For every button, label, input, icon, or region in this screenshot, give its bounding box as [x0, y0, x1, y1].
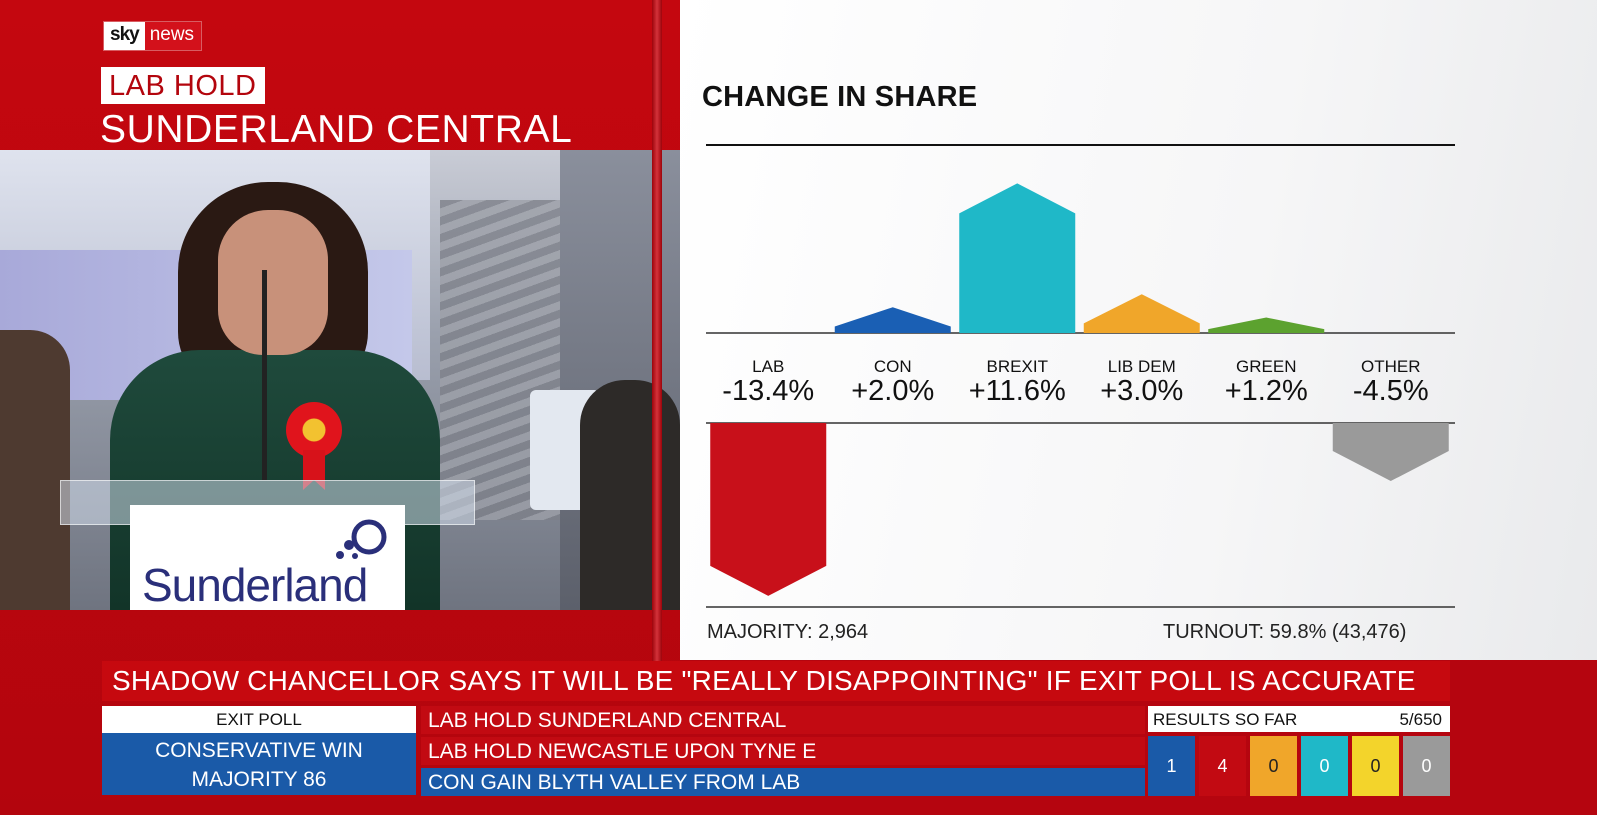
results-so-far-count: 5/650: [1399, 710, 1442, 729]
value-label-lib-dem: +3.0%: [1100, 375, 1183, 407]
category-label-other: OTHER: [1361, 357, 1421, 376]
category-label-lab: LAB: [752, 357, 784, 376]
result-row: LAB HOLD NEWCASTLE UPON TYNE E: [421, 737, 1145, 765]
bar-lib-dem: [1083, 294, 1200, 333]
seat-tile-lab: 4: [1199, 736, 1246, 796]
rosette-icon: [286, 402, 342, 458]
exit-poll-line-2: MAJORITY 86: [191, 768, 327, 791]
result-row: LAB HOLD SUNDERLAND CENTRAL: [421, 706, 1145, 734]
bystander-right: [580, 380, 680, 610]
value-label-lab: -13.4%: [722, 375, 814, 407]
seat-tile-brexit: 0: [1301, 736, 1348, 796]
result-badge: LAB HOLD: [101, 67, 266, 104]
constituency-title: SUNDERLAND CENTRAL: [100, 108, 573, 151]
latest-results-list: LAB HOLD SUNDERLAND CENTRAL LAB HOLD NEW…: [421, 706, 1145, 798]
exit-poll-result: CONSERVATIVE WIN MAJORITY 86: [102, 733, 416, 795]
category-label-lib-dem: LIB DEM: [1108, 357, 1176, 376]
category-label-brexit: BREXIT: [987, 357, 1048, 376]
value-label-green: +1.2%: [1225, 375, 1308, 407]
seat-tile-other: 0: [1403, 736, 1450, 796]
change-in-share-chart: LAB-13.4% CON+2.0% BREXIT+11.6% LIB DEM+3.0…: [706, 144, 1455, 608]
bar-con: [834, 307, 951, 333]
exit-poll-line-1: CONSERVATIVE WIN: [155, 739, 363, 762]
panel-divider: [652, 0, 662, 670]
bystander-left: [0, 330, 70, 610]
bar-other: [1332, 423, 1449, 482]
value-label-brexit: +11.6%: [969, 375, 1066, 407]
bar-brexit: [959, 183, 1076, 333]
microphone: [262, 270, 267, 480]
chart-title: CHANGE IN SHARE: [702, 81, 978, 113]
category-label-green: GREEN: [1236, 357, 1296, 376]
seat-tally: 1 4 0 0 0 0: [1148, 736, 1450, 796]
logo-sky-word: sky: [104, 22, 145, 50]
sunderland-logo-icon: [336, 519, 387, 559]
seat-tile-lib-dem: 0: [1250, 736, 1297, 796]
exit-poll-label: EXIT POLL: [102, 706, 416, 733]
result-row: CON GAIN BLYTH VALLEY FROM LAB: [421, 768, 1145, 796]
results-so-far: RESULTS SO FAR 5/650 1 4 0 0 0 0: [1148, 706, 1450, 798]
bar-green: [1208, 317, 1325, 333]
seat-tile-yellow: 0: [1352, 736, 1399, 796]
broadcast-panel: sky news LAB HOLD SUNDERLAND CENTRAL Sun…: [0, 0, 680, 815]
turnout-label: TURNOUT: 59.8% (43,476): [1163, 621, 1407, 643]
bar-lab: [710, 423, 827, 596]
speaker-head: [218, 210, 328, 355]
sky-news-logo: sky news: [104, 22, 202, 50]
seat-tile-con: 1: [1148, 736, 1195, 796]
logo-news-word: news: [144, 22, 202, 50]
headline-ticker: SHADOW CHANCELLOR SAYS IT WILL BE "REALL…: [102, 661, 1450, 701]
value-label-con: +2.0%: [851, 375, 934, 407]
value-label-other: -4.5%: [1353, 375, 1429, 407]
change-in-share-panel: LAB -13.4% CON +2.0% BREXIT +11.6% LIB DEM +3.0…: [680, 0, 1597, 660]
results-so-far-label: RESULTS SO FAR: [1153, 710, 1298, 729]
category-label-con: CON: [874, 357, 912, 376]
lectern-panel: [130, 505, 405, 610]
results-so-far-header: RESULTS SO FAR 5/650: [1148, 706, 1450, 732]
exit-poll-box: EXIT POLL CONSERVATIVE WIN MAJORITY 86: [102, 706, 416, 798]
video-feed: Sunderland: [0, 150, 680, 610]
majority-label: MAJORITY: 2,964: [707, 621, 869, 643]
lectern-sign-text: Sunderland: [142, 559, 368, 610]
